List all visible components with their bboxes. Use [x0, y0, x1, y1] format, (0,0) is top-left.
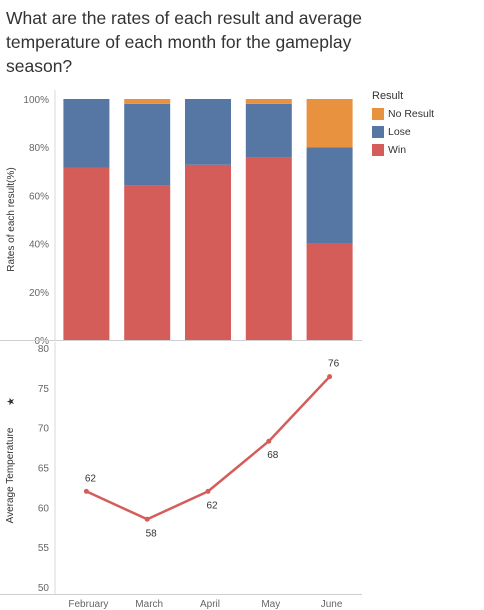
- temperature-data-label: 62: [85, 473, 97, 484]
- bar-win-may: [245, 157, 292, 340]
- bar-no-result-may: [245, 99, 292, 104]
- bar-y-tick-label: 100%: [23, 95, 49, 106]
- legend-swatch: [372, 144, 384, 156]
- bar-win-march: [124, 185, 171, 340]
- legend-label: Win: [388, 144, 407, 156]
- temperature-data-label: 68: [267, 450, 279, 461]
- x-tick-label: June: [321, 599, 343, 610]
- temperature-line: [85, 375, 331, 521]
- bar-lose-march: [124, 103, 171, 186]
- bar-lose-february: [63, 99, 110, 168]
- line-y-tick-label: 65: [38, 464, 50, 475]
- bar-no-result-june: [306, 99, 353, 148]
- temperature-data-label: 62: [206, 500, 218, 511]
- legend-label: No Result: [388, 108, 435, 120]
- x-tick-label: March: [135, 599, 163, 610]
- temperature-point-april: [205, 488, 211, 494]
- bar-y-tick-label: 40%: [29, 240, 49, 251]
- chart-title: What are the rates of each result and av…: [6, 8, 363, 76]
- x-tick-label: May: [261, 599, 280, 610]
- line-y-tick-label: 70: [38, 424, 50, 435]
- bar-no-result-march: [124, 99, 171, 104]
- temperature-data-label: 58: [146, 528, 158, 539]
- temperature-data-label: 76: [328, 359, 340, 370]
- line-y-axis-title: Average Temperature: [5, 427, 16, 523]
- legend-swatch: [372, 108, 384, 120]
- temperature-point-february: [83, 488, 89, 494]
- line-y-tick-label: 55: [38, 543, 50, 554]
- legend-swatch: [372, 126, 384, 138]
- line-y-tick-label: 75: [38, 384, 50, 395]
- bar-y-tick-label: 60%: [29, 191, 49, 202]
- bar-lose-april: [185, 99, 231, 165]
- temperature-point-may: [266, 438, 272, 444]
- line-y-tick-label: 50: [38, 583, 50, 594]
- legend-item-win[interactable]: Win: [372, 141, 434, 159]
- x-tick-label: April: [200, 599, 220, 610]
- bar-y-tick-label: 20%: [29, 288, 49, 299]
- legend-item-no-result[interactable]: No Result: [372, 105, 434, 123]
- pin-icon: ★: [6, 397, 17, 406]
- bar-lose-june: [306, 147, 353, 244]
- temperature-point-march: [144, 516, 150, 522]
- temperature-point-june: [327, 374, 333, 380]
- x-tick-label: February: [68, 599, 108, 610]
- legend-item-lose[interactable]: Lose: [372, 123, 434, 141]
- bar-win-june: [306, 243, 353, 340]
- legend-title: Result: [372, 90, 404, 102]
- bar-win-april: [185, 164, 231, 340]
- legend-label: Lose: [388, 126, 411, 138]
- bar-y-tick-label: 0%: [35, 336, 50, 347]
- bar-y-tick-label: 80%: [29, 143, 49, 154]
- bar-lose-may: [245, 103, 292, 158]
- line-y-tick-label: 60: [38, 503, 50, 514]
- line-y-tick-label: 80: [38, 344, 50, 355]
- bar-y-axis-title: Rates of each result(%): [6, 167, 17, 272]
- legend: Result No Result Lose Win: [372, 90, 434, 159]
- bar-win-february: [63, 167, 110, 340]
